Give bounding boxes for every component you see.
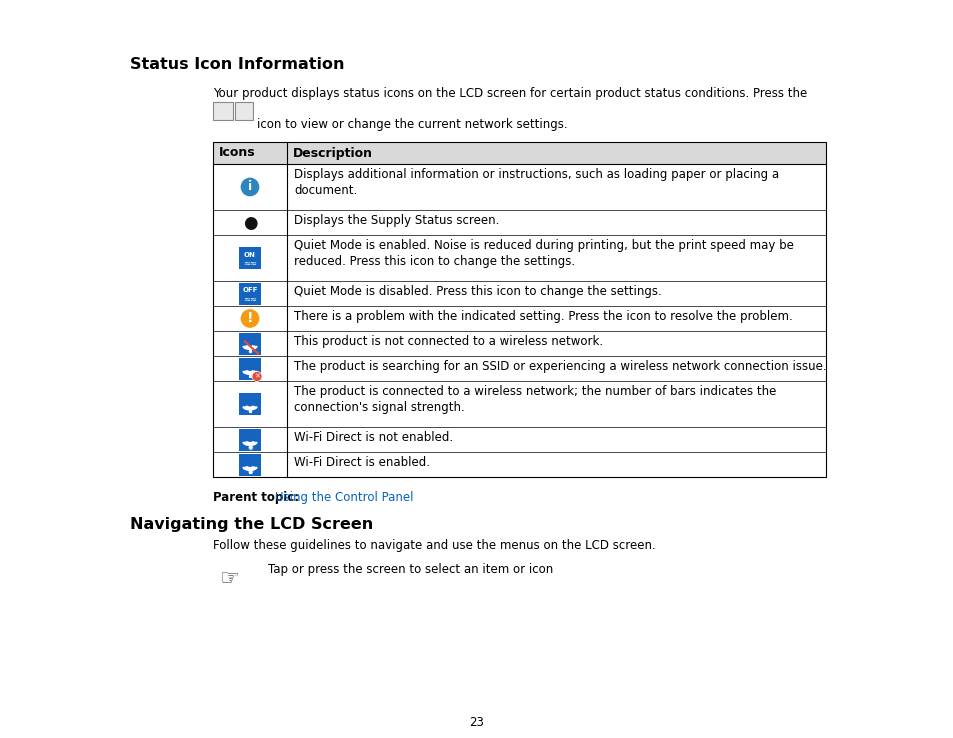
Text: ☞: ☞: [219, 569, 239, 589]
Text: Quiet Mode is enabled. Noise is reduced during printing, but the print speed may: Quiet Mode is enabled. Noise is reduced …: [294, 239, 793, 269]
Bar: [213, 142, 825, 164]
Text: Parent topic:: Parent topic:: [213, 491, 303, 504]
Text: icon to view or change the current network settings.: icon to view or change the current netwo…: [256, 118, 567, 131]
Text: There is a problem with the indicated setting. Press the icon to resolve the pro: There is a problem with the indicated se…: [294, 310, 792, 323]
Text: i: i: [248, 181, 252, 193]
Text: The product is connected to a wireless network; the number of bars indicates the: The product is connected to a wireless n…: [294, 385, 776, 415]
Circle shape: [240, 309, 259, 328]
Text: ≈≈: ≈≈: [243, 258, 256, 267]
Text: Displays additional information or instructions, such as loading paper or placin: Displays additional information or instr…: [294, 168, 779, 198]
Bar: [213, 142, 825, 477]
Text: ⊕: ⊕: [247, 444, 253, 450]
Text: The product is searching for an SSID or experiencing a wireless network connecti: The product is searching for an SSID or …: [294, 360, 825, 373]
Text: OFF: OFF: [242, 288, 257, 294]
Text: ●: ●: [242, 213, 257, 232]
Text: 23: 23: [469, 716, 484, 729]
Text: ON: ON: [244, 252, 255, 258]
Text: ✕: ✕: [253, 373, 259, 379]
Circle shape: [240, 178, 259, 196]
Text: ⊕: ⊕: [247, 469, 253, 475]
Text: !: !: [247, 311, 253, 325]
Bar: [239, 357, 261, 379]
Text: Tap or press the screen to select an item or icon: Tap or press the screen to select an ite…: [268, 562, 553, 576]
Text: Status Icon Information: Status Icon Information: [130, 57, 344, 72]
Text: Icons: Icons: [219, 147, 255, 159]
Text: Displays the Supply Status screen.: Displays the Supply Status screen.: [294, 214, 498, 227]
Bar: [239, 333, 261, 354]
Text: Quiet Mode is disabled. Press this icon to change the settings.: Quiet Mode is disabled. Press this icon …: [294, 285, 661, 298]
Text: Using the Control Panel: Using the Control Panel: [274, 491, 413, 504]
Bar: [239, 247, 261, 269]
Text: Follow these guidelines to navigate and use the menus on the LCD screen.: Follow these guidelines to navigate and …: [213, 539, 655, 552]
Bar: [239, 283, 261, 305]
Bar: [239, 453, 261, 475]
Text: Description: Description: [293, 147, 373, 159]
Bar: [234, 102, 253, 120]
Text: Wi-Fi Direct is enabled.: Wi-Fi Direct is enabled.: [294, 456, 430, 469]
Text: This product is not connected to a wireless network.: This product is not connected to a wirel…: [294, 335, 602, 348]
Bar: [239, 429, 261, 450]
Text: Wi-Fi Direct is not enabled.: Wi-Fi Direct is not enabled.: [294, 431, 453, 444]
Text: Navigating the LCD Screen: Navigating the LCD Screen: [130, 517, 373, 532]
Text: Your product displays status icons on the LCD screen for certain product status : Your product displays status icons on th…: [213, 87, 806, 100]
Text: ≈≈: ≈≈: [243, 294, 256, 303]
Circle shape: [252, 371, 262, 382]
Bar: [239, 393, 261, 415]
Bar: [213, 102, 233, 120]
